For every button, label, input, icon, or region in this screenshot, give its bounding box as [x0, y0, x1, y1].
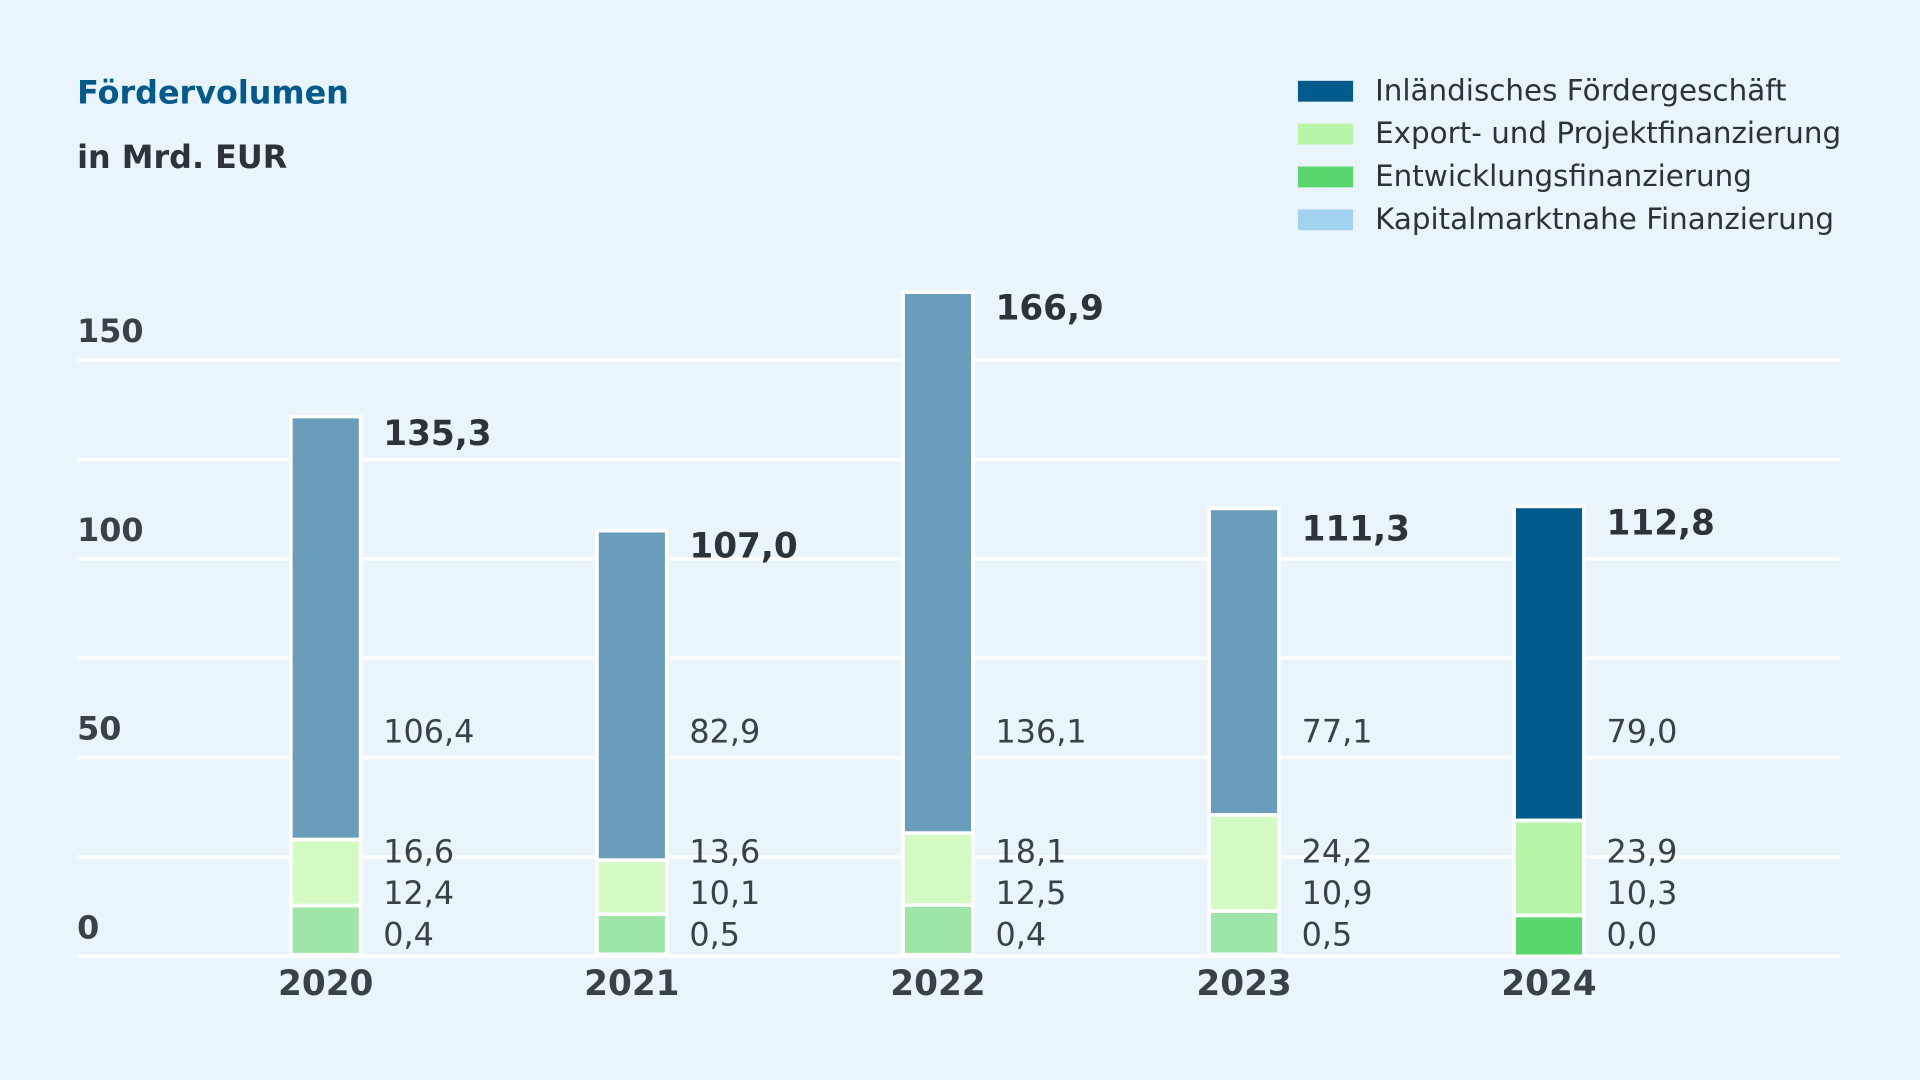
value-label: 0,4	[996, 916, 1047, 954]
total-label: 107,0	[689, 527, 797, 567]
value-label: 77,1	[1302, 712, 1373, 750]
x-tick-label: 2021	[584, 964, 679, 1004]
value-label: 0,5	[689, 916, 740, 954]
value-label: 0,0	[1607, 916, 1658, 954]
value-label: 0,5	[1302, 916, 1353, 954]
total-label: 135,3	[383, 414, 491, 454]
x-tick-label: 2020	[278, 964, 373, 1004]
total-label: 166,9	[996, 289, 1104, 329]
legend-label: Inländisches Fördergeschäft	[1375, 73, 1786, 107]
bar-segment	[901, 831, 975, 907]
bar-segment	[595, 912, 669, 957]
legend-swatch	[1297, 166, 1354, 188]
bar-segment	[1512, 818, 1586, 918]
chart-title: Fördervolumen	[77, 73, 349, 111]
legend-swatch	[1297, 209, 1354, 231]
value-label: 10,1	[689, 874, 760, 912]
value-label: 13,6	[689, 832, 760, 870]
bar-segment	[901, 903, 975, 957]
legend-label: Export- und Projektfinanzierung	[1375, 116, 1841, 150]
bar-segment	[1512, 504, 1586, 823]
bar-segment	[1512, 913, 1586, 959]
bar-segment	[901, 290, 975, 835]
legend-swatch	[1297, 123, 1354, 145]
value-label: 82,9	[689, 712, 760, 750]
x-tick-label: 2022	[890, 964, 985, 1004]
bar-segment	[1207, 506, 1281, 817]
value-label: 23,9	[1607, 832, 1678, 870]
value-label: 12,5	[996, 874, 1067, 912]
legend-swatch	[1297, 80, 1354, 102]
bar-segment	[1207, 812, 1281, 913]
value-label: 18,1	[996, 832, 1067, 870]
value-label: 10,9	[1302, 874, 1373, 912]
bar-segment	[288, 414, 363, 842]
x-tick-label: 2023	[1196, 964, 1291, 1004]
bar-segment	[595, 528, 669, 862]
bar-segment	[288, 903, 363, 957]
bar-segment	[288, 837, 363, 908]
total-label: 112,8	[1607, 504, 1715, 544]
y-tick-label: 50	[77, 710, 121, 748]
legend-label: Kapitalmarktnahe Finanzierung	[1375, 202, 1834, 236]
y-tick-label: 150	[77, 312, 143, 350]
y-tick-label: 0	[77, 908, 99, 946]
value-label: 16,6	[383, 832, 454, 870]
x-tick-label: 2024	[1501, 964, 1596, 1004]
y-tick-label: 100	[77, 511, 143, 549]
legend-label: Entwicklungsfinanzierung	[1375, 159, 1752, 193]
value-label: 0,4	[383, 916, 434, 954]
value-label: 136,1	[996, 712, 1087, 750]
bar-segment	[595, 858, 669, 917]
value-label: 12,4	[383, 874, 454, 912]
total-label: 111,3	[1302, 510, 1410, 550]
bar-segment	[1207, 909, 1281, 957]
value-label: 10,3	[1607, 874, 1678, 912]
value-label: 79,0	[1607, 712, 1678, 750]
value-label: 106,4	[383, 712, 474, 750]
value-label: 24,2	[1302, 832, 1373, 870]
chart-subtitle: in Mrd. EUR	[77, 138, 287, 176]
